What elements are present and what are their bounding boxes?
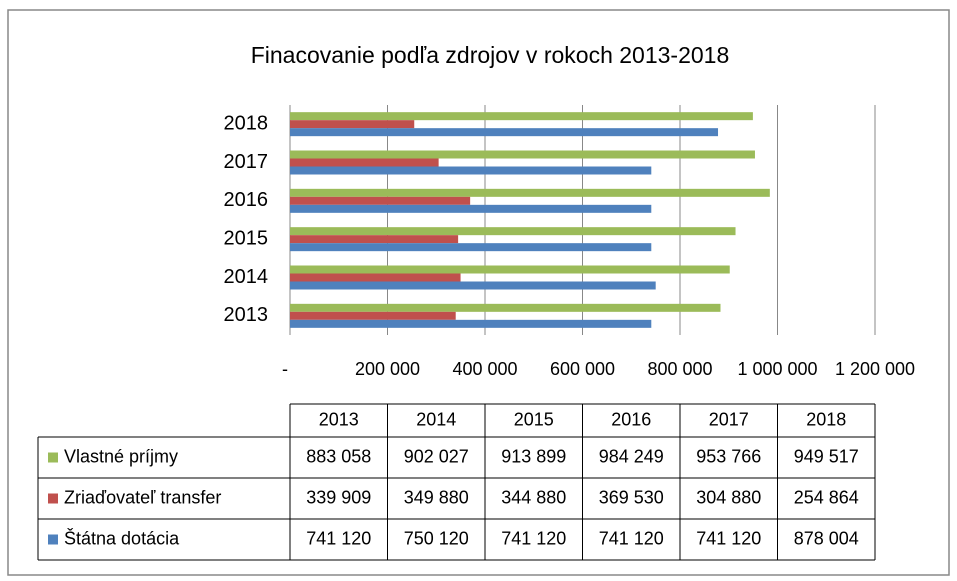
bar xyxy=(290,120,415,129)
table-cell: 254 864 xyxy=(794,487,859,507)
bar xyxy=(290,311,456,320)
chart-border xyxy=(7,9,950,576)
bar xyxy=(290,319,652,328)
bar xyxy=(290,235,459,244)
table-cell: 304 880 xyxy=(696,487,761,507)
bar xyxy=(290,112,753,121)
table-cell: 369 530 xyxy=(599,487,664,507)
x-tick-label: 200 000 xyxy=(355,359,420,379)
table-cell: 913 899 xyxy=(501,446,566,466)
table-cell: 339 909 xyxy=(306,487,371,507)
legend-label: Štátna dotácia xyxy=(64,527,180,548)
chart-title: Finacovanie podľa zdrojov v rokoch 2013-… xyxy=(251,42,730,68)
table-header: 2015 xyxy=(514,409,554,429)
bar xyxy=(290,273,461,282)
legend-key xyxy=(48,534,58,545)
bar xyxy=(290,265,730,274)
bar xyxy=(290,128,719,137)
table-cell: 344 880 xyxy=(501,487,566,507)
table-cell: 750 120 xyxy=(404,528,469,548)
table-cell: 953 766 xyxy=(696,446,761,466)
y-tick-label: 2015 xyxy=(224,227,269,249)
y-tick-label: 2016 xyxy=(224,189,269,211)
table-header: 2016 xyxy=(611,409,651,429)
table-cell: 349 880 xyxy=(404,487,469,507)
table-cell: 741 120 xyxy=(501,528,566,548)
table-cell: 741 120 xyxy=(696,528,761,548)
table-header: 2013 xyxy=(319,409,359,429)
table-cell: 741 120 xyxy=(599,528,664,548)
x-tick-label: 800 000 xyxy=(647,359,712,379)
legend-key xyxy=(48,452,58,463)
bar xyxy=(290,243,652,252)
table-cell: 949 517 xyxy=(794,446,859,466)
y-tick-label: 2018 xyxy=(224,112,269,134)
table-cell: 878 004 xyxy=(794,528,859,548)
table-header: 2018 xyxy=(806,409,846,429)
bar xyxy=(290,227,736,236)
x-tick-label: - xyxy=(282,359,288,379)
table-cell: 902 027 xyxy=(404,446,469,466)
x-tick-label: 1 000 000 xyxy=(737,359,817,379)
y-tick-label: 2017 xyxy=(224,151,269,173)
x-tick-label: 600 000 xyxy=(550,359,615,379)
bar xyxy=(290,158,439,167)
bar xyxy=(290,204,652,213)
bar xyxy=(290,281,656,290)
y-tick-label: 2013 xyxy=(224,304,269,326)
table-cell: 984 249 xyxy=(599,446,664,466)
bar xyxy=(290,303,721,312)
bar xyxy=(290,196,471,205)
bar xyxy=(290,188,770,197)
bar xyxy=(290,150,755,159)
table-header: 2014 xyxy=(416,409,456,429)
x-tick-label: 1 200 000 xyxy=(835,359,915,379)
table-header: 2017 xyxy=(709,409,749,429)
legend-label: Zriaďovateľ transfer xyxy=(64,487,221,507)
bar xyxy=(290,166,652,175)
table-cell: 883 058 xyxy=(306,446,371,466)
y-tick-label: 2014 xyxy=(224,266,269,288)
x-tick-label: 400 000 xyxy=(452,359,517,379)
legend-label: Vlastné príjmy xyxy=(64,446,178,466)
table-cell: 741 120 xyxy=(306,528,371,548)
legend-key xyxy=(48,493,58,504)
